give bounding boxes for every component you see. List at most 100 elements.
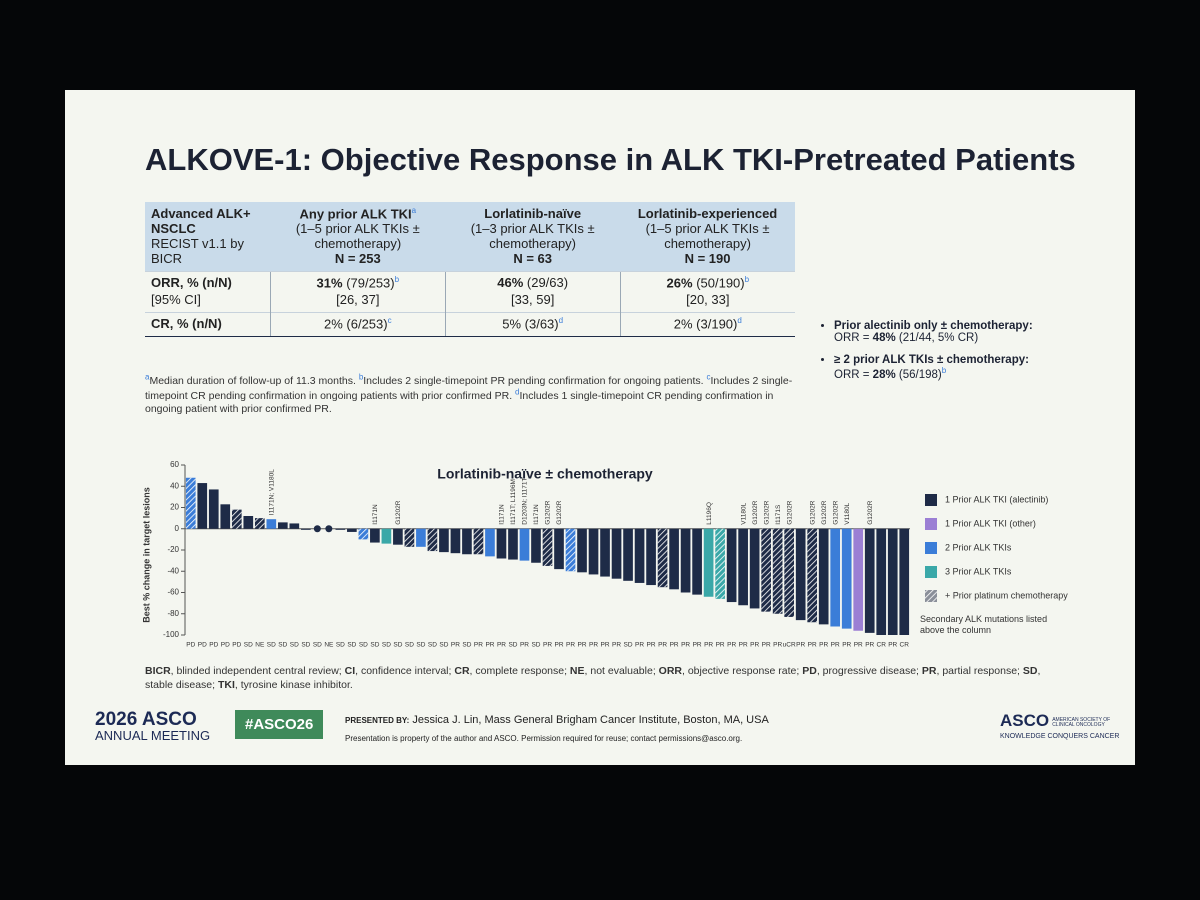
definition: , stable disease; bbox=[145, 665, 1041, 691]
hatch bbox=[807, 528, 818, 623]
y-tick-label: 60 bbox=[170, 460, 179, 469]
term: ORR bbox=[658, 665, 682, 677]
text: ORR, % (n/N) bbox=[151, 275, 232, 291]
hashtag: #ASCO26 bbox=[235, 710, 324, 739]
abbreviation: TKI, tyrosine kinase inhibitor. bbox=[218, 679, 353, 691]
bar bbox=[588, 528, 599, 575]
bar bbox=[197, 483, 208, 529]
hatch bbox=[404, 528, 415, 547]
bar bbox=[738, 528, 748, 606]
mutation-label: G1202R bbox=[821, 500, 828, 525]
mutation-label: G1202R bbox=[809, 500, 816, 525]
text: Prior alectinib only ± chemotherapy: bbox=[834, 320, 1033, 332]
hatch bbox=[772, 528, 783, 614]
y-axis-label: Best % change in target lesions bbox=[141, 487, 151, 623]
text: [26, 37] bbox=[336, 292, 380, 308]
note: d bbox=[558, 316, 564, 326]
bar bbox=[623, 528, 633, 581]
cell: 2% (6/253)c bbox=[269, 312, 446, 338]
text: N = 190 bbox=[684, 251, 731, 267]
x-tick-label: SD bbox=[462, 642, 471, 649]
term: PD bbox=[802, 665, 817, 677]
hatch bbox=[254, 518, 265, 529]
row-label: CR, % (n/N) bbox=[145, 312, 271, 338]
bar bbox=[393, 528, 403, 545]
text: (1–3 prior ALK TKIs ± chemotherapy) bbox=[470, 221, 595, 252]
x-tick-label: SD bbox=[393, 642, 402, 649]
x-tick-label: SD bbox=[267, 642, 276, 649]
term: CR bbox=[454, 665, 470, 677]
hatch bbox=[358, 528, 369, 540]
text: Includes 2 single-timepoint CR pending c… bbox=[145, 374, 793, 403]
hatch bbox=[473, 528, 484, 555]
bar bbox=[519, 528, 530, 561]
y-tick-label: -40 bbox=[167, 566, 179, 575]
text: (21/44, 5% CR) bbox=[898, 332, 979, 344]
x-tick-label: PR bbox=[727, 642, 736, 649]
bar bbox=[634, 528, 645, 583]
x-tick-label: SD bbox=[301, 642, 310, 649]
bar bbox=[600, 528, 610, 577]
legend-label: 1 Prior ALK TKI (other) bbox=[945, 518, 1036, 528]
bar bbox=[381, 528, 392, 544]
slide-title: ALKOVE-1: Objective Response in ALK TKI-… bbox=[145, 142, 1076, 177]
mutation-note: Secondary ALK mutations listed above the… bbox=[920, 614, 1048, 635]
legend-swatch bbox=[925, 494, 937, 506]
x-tick-label: PR bbox=[497, 642, 506, 649]
legend-swatch bbox=[925, 518, 937, 530]
x-tick-label: SD bbox=[359, 642, 368, 649]
bar bbox=[876, 528, 887, 635]
text: [20, 33] bbox=[686, 292, 730, 308]
abbreviation: SD, stable disease; bbox=[145, 665, 1040, 691]
term: SD bbox=[1022, 665, 1038, 677]
bar bbox=[266, 519, 277, 529]
bar bbox=[669, 528, 679, 590]
mutation-label: G1202R bbox=[556, 500, 563, 525]
bar bbox=[864, 528, 875, 633]
bar bbox=[703, 528, 714, 597]
bar bbox=[347, 528, 357, 532]
text: Median duration of follow-up of 11.3 mon… bbox=[149, 374, 356, 387]
x-tick-label: SD bbox=[278, 642, 287, 649]
bar bbox=[462, 528, 472, 555]
definition: , blinded independent central review; bbox=[170, 665, 342, 677]
cell: 5% (3/63)d bbox=[444, 312, 621, 338]
bar bbox=[301, 528, 311, 530]
mutation-label: V1180L bbox=[844, 502, 851, 524]
text: Secondary ALK mutations listed above the… bbox=[920, 614, 1048, 635]
text: 31% bbox=[316, 275, 343, 291]
x-tick-label: PR bbox=[520, 642, 529, 649]
zero-point bbox=[313, 525, 321, 533]
x-tick-label: PR bbox=[485, 642, 494, 649]
legend-label: 2 Prior ALK TKIs bbox=[945, 542, 1012, 552]
abbreviation: ORR, objective response rate; bbox=[659, 665, 803, 677]
mutation-label: G1202R bbox=[867, 500, 874, 525]
bar bbox=[416, 528, 426, 547]
abbreviation: PD, progressive disease; bbox=[802, 665, 922, 677]
y-tick-label: 20 bbox=[170, 503, 179, 512]
bar bbox=[726, 528, 737, 603]
x-tick-label: SD bbox=[439, 642, 448, 649]
bar bbox=[450, 528, 461, 554]
bar bbox=[531, 528, 541, 563]
bar bbox=[220, 504, 231, 529]
definition: , partial response; bbox=[936, 665, 1020, 677]
x-tick-label: SD bbox=[347, 642, 356, 649]
text: CR, % (n/N) bbox=[151, 316, 222, 332]
bar bbox=[496, 528, 507, 559]
hatch bbox=[715, 528, 725, 599]
bar bbox=[335, 528, 346, 530]
term: TKI bbox=[217, 678, 235, 691]
mutation-label: G1202R bbox=[832, 500, 839, 525]
note: b bbox=[941, 366, 947, 375]
x-tick-label: SD bbox=[624, 642, 633, 649]
meeting-logo: 2026 ASCO ANNUAL MEETING bbox=[95, 710, 210, 743]
bar bbox=[277, 522, 288, 529]
x-tick-label: PR bbox=[716, 642, 725, 649]
hatch bbox=[427, 528, 438, 552]
note: b bbox=[744, 275, 750, 285]
mutation-label: G1202R bbox=[395, 500, 402, 525]
x-tick-label: SD bbox=[382, 642, 391, 649]
x-tick-label: SD bbox=[313, 642, 322, 649]
